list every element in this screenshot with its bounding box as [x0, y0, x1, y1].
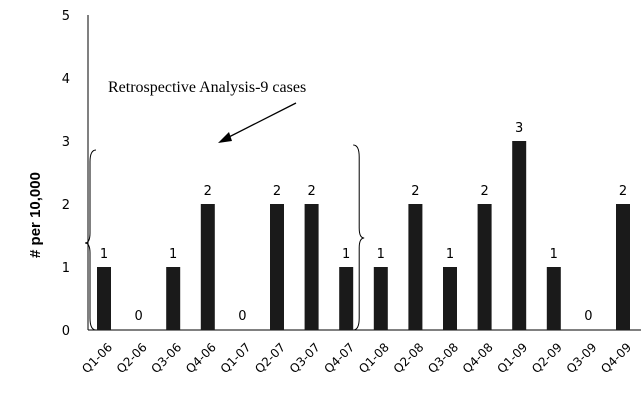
bar: [200, 204, 215, 330]
data-label: 0: [584, 309, 592, 324]
bar: [339, 267, 354, 330]
data-label: 2: [204, 184, 212, 199]
bar: [443, 267, 457, 330]
data-label: 1: [169, 247, 177, 262]
x-tick-label: Q4-08: [460, 340, 496, 376]
x-tick-label: Q3-08: [425, 340, 461, 376]
data-label: 1: [550, 247, 558, 262]
x-tick-labels: Q1-06Q2-06Q3-06Q4-06Q1-07Q2-07Q3-07Q4-07…: [79, 340, 634, 376]
data-label: 2: [273, 184, 281, 199]
arrow-head-icon: [218, 132, 232, 143]
bar: [270, 204, 284, 330]
x-tick-label: Q1-08: [356, 340, 392, 376]
data-label: 0: [238, 309, 246, 324]
data-label: 1: [377, 247, 385, 262]
data-label: 1: [342, 247, 350, 262]
x-tick-label: Q2-07: [252, 340, 288, 376]
x-tick-label: Q2-06: [114, 340, 150, 376]
bar: [408, 204, 423, 330]
y-axis-label: # per 10,000: [27, 172, 44, 258]
y-tick-label: 0: [62, 324, 70, 339]
x-tick-label: Q1-07: [218, 340, 254, 376]
data-label: 1: [100, 247, 108, 262]
data-label: 2: [619, 184, 627, 199]
retrospective-annotation: Retrospective Analysis-9 cases: [84, 79, 365, 331]
bars: [97, 141, 630, 330]
bar: [477, 204, 492, 330]
y-tick-labels: 0 1 2 3 4 5: [62, 9, 70, 339]
x-tick-label: Q3-06: [148, 340, 184, 376]
annotation-text: Retrospective Analysis-9 cases: [108, 79, 306, 96]
x-tick-label: Q3-09: [564, 340, 600, 376]
y-tick-label: 1: [62, 261, 70, 276]
bar: [97, 267, 111, 330]
x-tick-label: Q4-09: [598, 340, 634, 376]
bar: [304, 204, 319, 330]
bar: [616, 204, 630, 330]
bar: [166, 267, 181, 330]
x-tick-label: Q4-06: [183, 340, 219, 376]
data-label: 1: [446, 247, 454, 262]
data-label: 3: [515, 121, 523, 136]
bar: [373, 267, 388, 330]
y-tick-label: 4: [62, 72, 70, 87]
y-tick-label: 5: [62, 9, 70, 24]
bar: [546, 267, 561, 330]
data-label: 2: [480, 184, 488, 199]
y-tick-label: 2: [62, 198, 70, 213]
x-tick-label: Q3-07: [287, 340, 323, 376]
x-tick-label: Q2-09: [529, 340, 565, 376]
x-tick-label: Q2-08: [391, 340, 427, 376]
arrow-line: [224, 102, 297, 140]
right-brace: [353, 144, 365, 331]
bar: [512, 141, 527, 330]
data-label: 0: [134, 309, 142, 324]
x-tick-label: Q1-06: [79, 340, 115, 376]
data-label: 2: [411, 184, 419, 199]
x-tick-label: Q1-09: [494, 340, 530, 376]
data-label: 2: [307, 184, 315, 199]
data-labels: 1 0 1 2 0 2 2 1 1 2 1 2 3 1 0 2: [100, 121, 627, 324]
x-tick-label: Q4-07: [321, 340, 357, 376]
left-brace: [84, 149, 97, 331]
y-tick-label: 3: [62, 135, 70, 150]
